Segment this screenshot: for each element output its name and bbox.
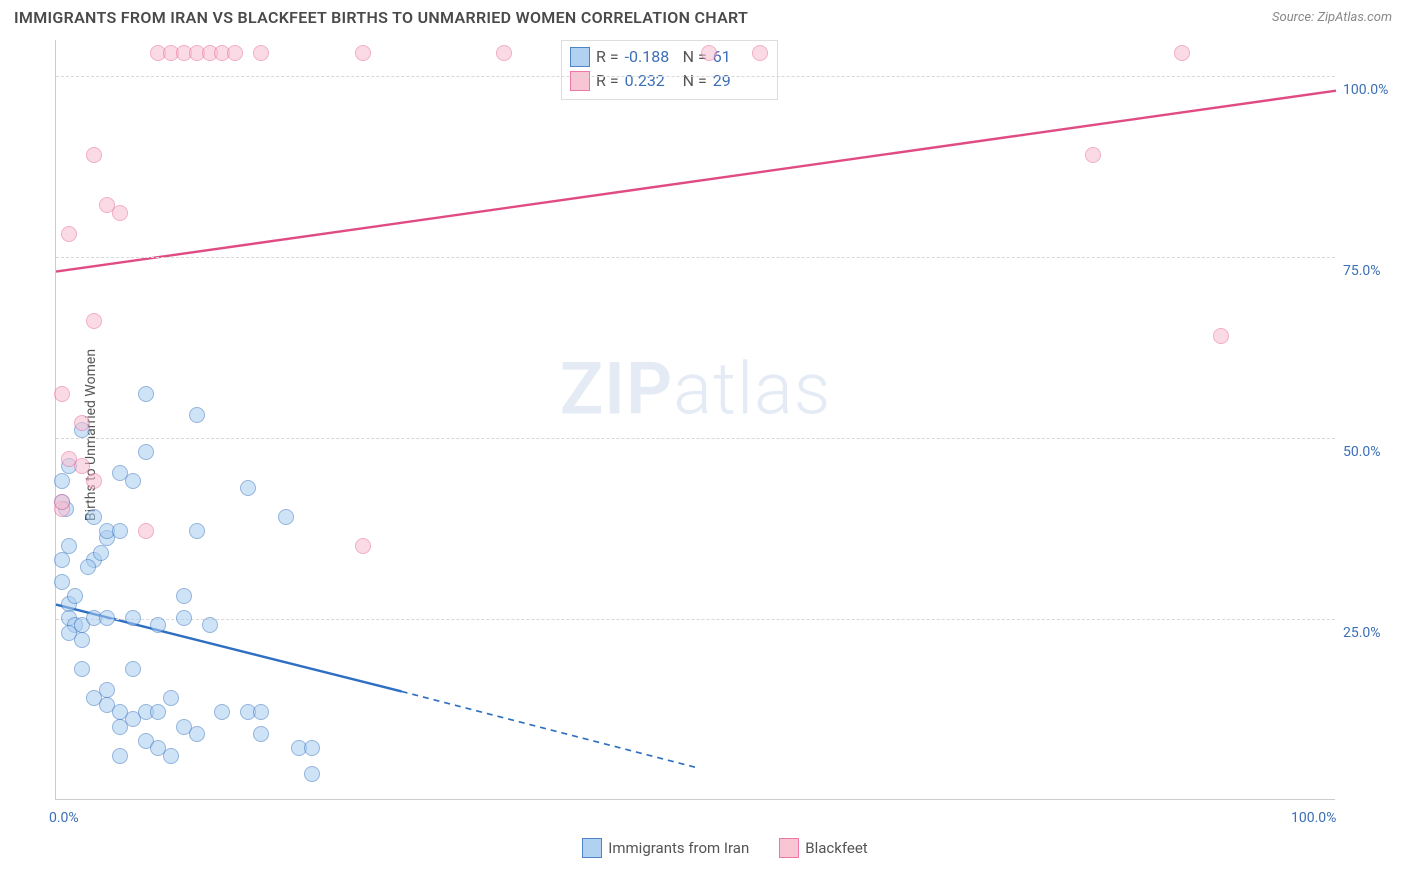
data-point <box>54 386 70 402</box>
stats-legend-box: R = -0.188 N = 61 R = 0.232 N = 29 <box>561 40 778 100</box>
data-point <box>355 45 371 61</box>
data-point <box>74 661 90 677</box>
data-point <box>54 552 70 568</box>
data-point <box>54 473 70 489</box>
data-point <box>86 313 102 329</box>
stat-r-blackfeet: 0.232 <box>625 69 677 93</box>
data-point <box>176 610 192 626</box>
data-point <box>227 45 243 61</box>
data-point <box>112 523 128 539</box>
plot-area: ZIPatlas R = -0.188 N = 61 R = 0.232 N =… <box>55 40 1335 800</box>
data-point <box>125 661 141 677</box>
data-point <box>189 407 205 423</box>
swatch-iran-icon <box>582 838 602 858</box>
data-point <box>67 588 83 604</box>
data-point <box>163 690 179 706</box>
data-point <box>163 748 179 764</box>
data-point <box>112 748 128 764</box>
data-point <box>752 45 768 61</box>
data-point <box>304 766 320 782</box>
data-point <box>1213 328 1229 344</box>
data-point <box>253 726 269 742</box>
legend-item-blackfeet: Blackfeet <box>779 838 867 858</box>
data-point <box>99 682 115 698</box>
stat-r-iran: -0.188 <box>625 45 677 69</box>
data-point <box>138 386 154 402</box>
x-tick-label-max: 100.0% <box>1291 810 1336 826</box>
data-point <box>355 538 371 554</box>
grid-line <box>56 438 1335 439</box>
data-point <box>74 632 90 648</box>
y-tick-label: 100.0% <box>1343 82 1388 98</box>
data-point <box>125 610 141 626</box>
data-point <box>1174 45 1190 61</box>
data-point <box>86 509 102 525</box>
stat-n-blackfeet: 29 <box>713 69 765 93</box>
y-tick-label: 25.0% <box>1343 625 1381 641</box>
data-point <box>1085 147 1101 163</box>
data-point <box>125 473 141 489</box>
grid-line <box>56 257 1335 258</box>
data-point <box>214 704 230 720</box>
data-point <box>74 458 90 474</box>
data-point <box>138 444 154 460</box>
data-point <box>189 726 205 742</box>
data-point <box>176 588 192 604</box>
data-point <box>86 147 102 163</box>
y-tick-label: 75.0% <box>1343 263 1381 279</box>
data-point <box>138 523 154 539</box>
grid-line <box>56 619 1335 620</box>
data-point <box>99 610 115 626</box>
data-point <box>86 473 102 489</box>
data-point <box>202 617 218 633</box>
swatch-iran <box>570 47 590 67</box>
trend-line <box>402 691 696 767</box>
grid-line <box>56 76 1335 77</box>
swatch-blackfeet <box>570 71 590 91</box>
data-point <box>112 205 128 221</box>
data-point <box>54 494 70 510</box>
data-point <box>61 538 77 554</box>
plot-container: Births to Unmarried Women ZIPatlas R = -… <box>55 40 1395 830</box>
y-tick-label: 50.0% <box>1343 444 1381 460</box>
data-point <box>253 45 269 61</box>
trend-lines-layer <box>56 40 1336 800</box>
data-point <box>80 559 96 575</box>
data-point <box>93 545 109 561</box>
data-point <box>189 523 205 539</box>
chart-title: IMMIGRANTS FROM IRAN VS BLACKFEET BIRTHS… <box>14 8 748 27</box>
data-point <box>278 509 294 525</box>
source-label: Source: ZipAtlas.com <box>1272 10 1392 25</box>
data-point <box>240 480 256 496</box>
trend-line <box>56 91 1336 272</box>
title-bar: IMMIGRANTS FROM IRAN VS BLACKFEET BIRTHS… <box>0 0 1406 31</box>
x-tick-label-min: 0.0% <box>49 810 79 826</box>
stats-row-iran: R = -0.188 N = 61 <box>570 45 765 69</box>
data-point <box>253 704 269 720</box>
data-point <box>150 617 166 633</box>
bottom-legend: Immigrants from Iran Blackfeet <box>55 838 1395 858</box>
data-point <box>54 574 70 590</box>
data-point <box>74 415 90 431</box>
data-point <box>496 45 512 61</box>
data-point <box>304 740 320 756</box>
data-point <box>150 704 166 720</box>
swatch-blackfeet-icon <box>779 838 799 858</box>
legend-item-iran: Immigrants from Iran <box>582 838 749 858</box>
data-point <box>701 45 717 61</box>
data-point <box>61 226 77 242</box>
stats-row-blackfeet: R = 0.232 N = 29 <box>570 69 765 93</box>
